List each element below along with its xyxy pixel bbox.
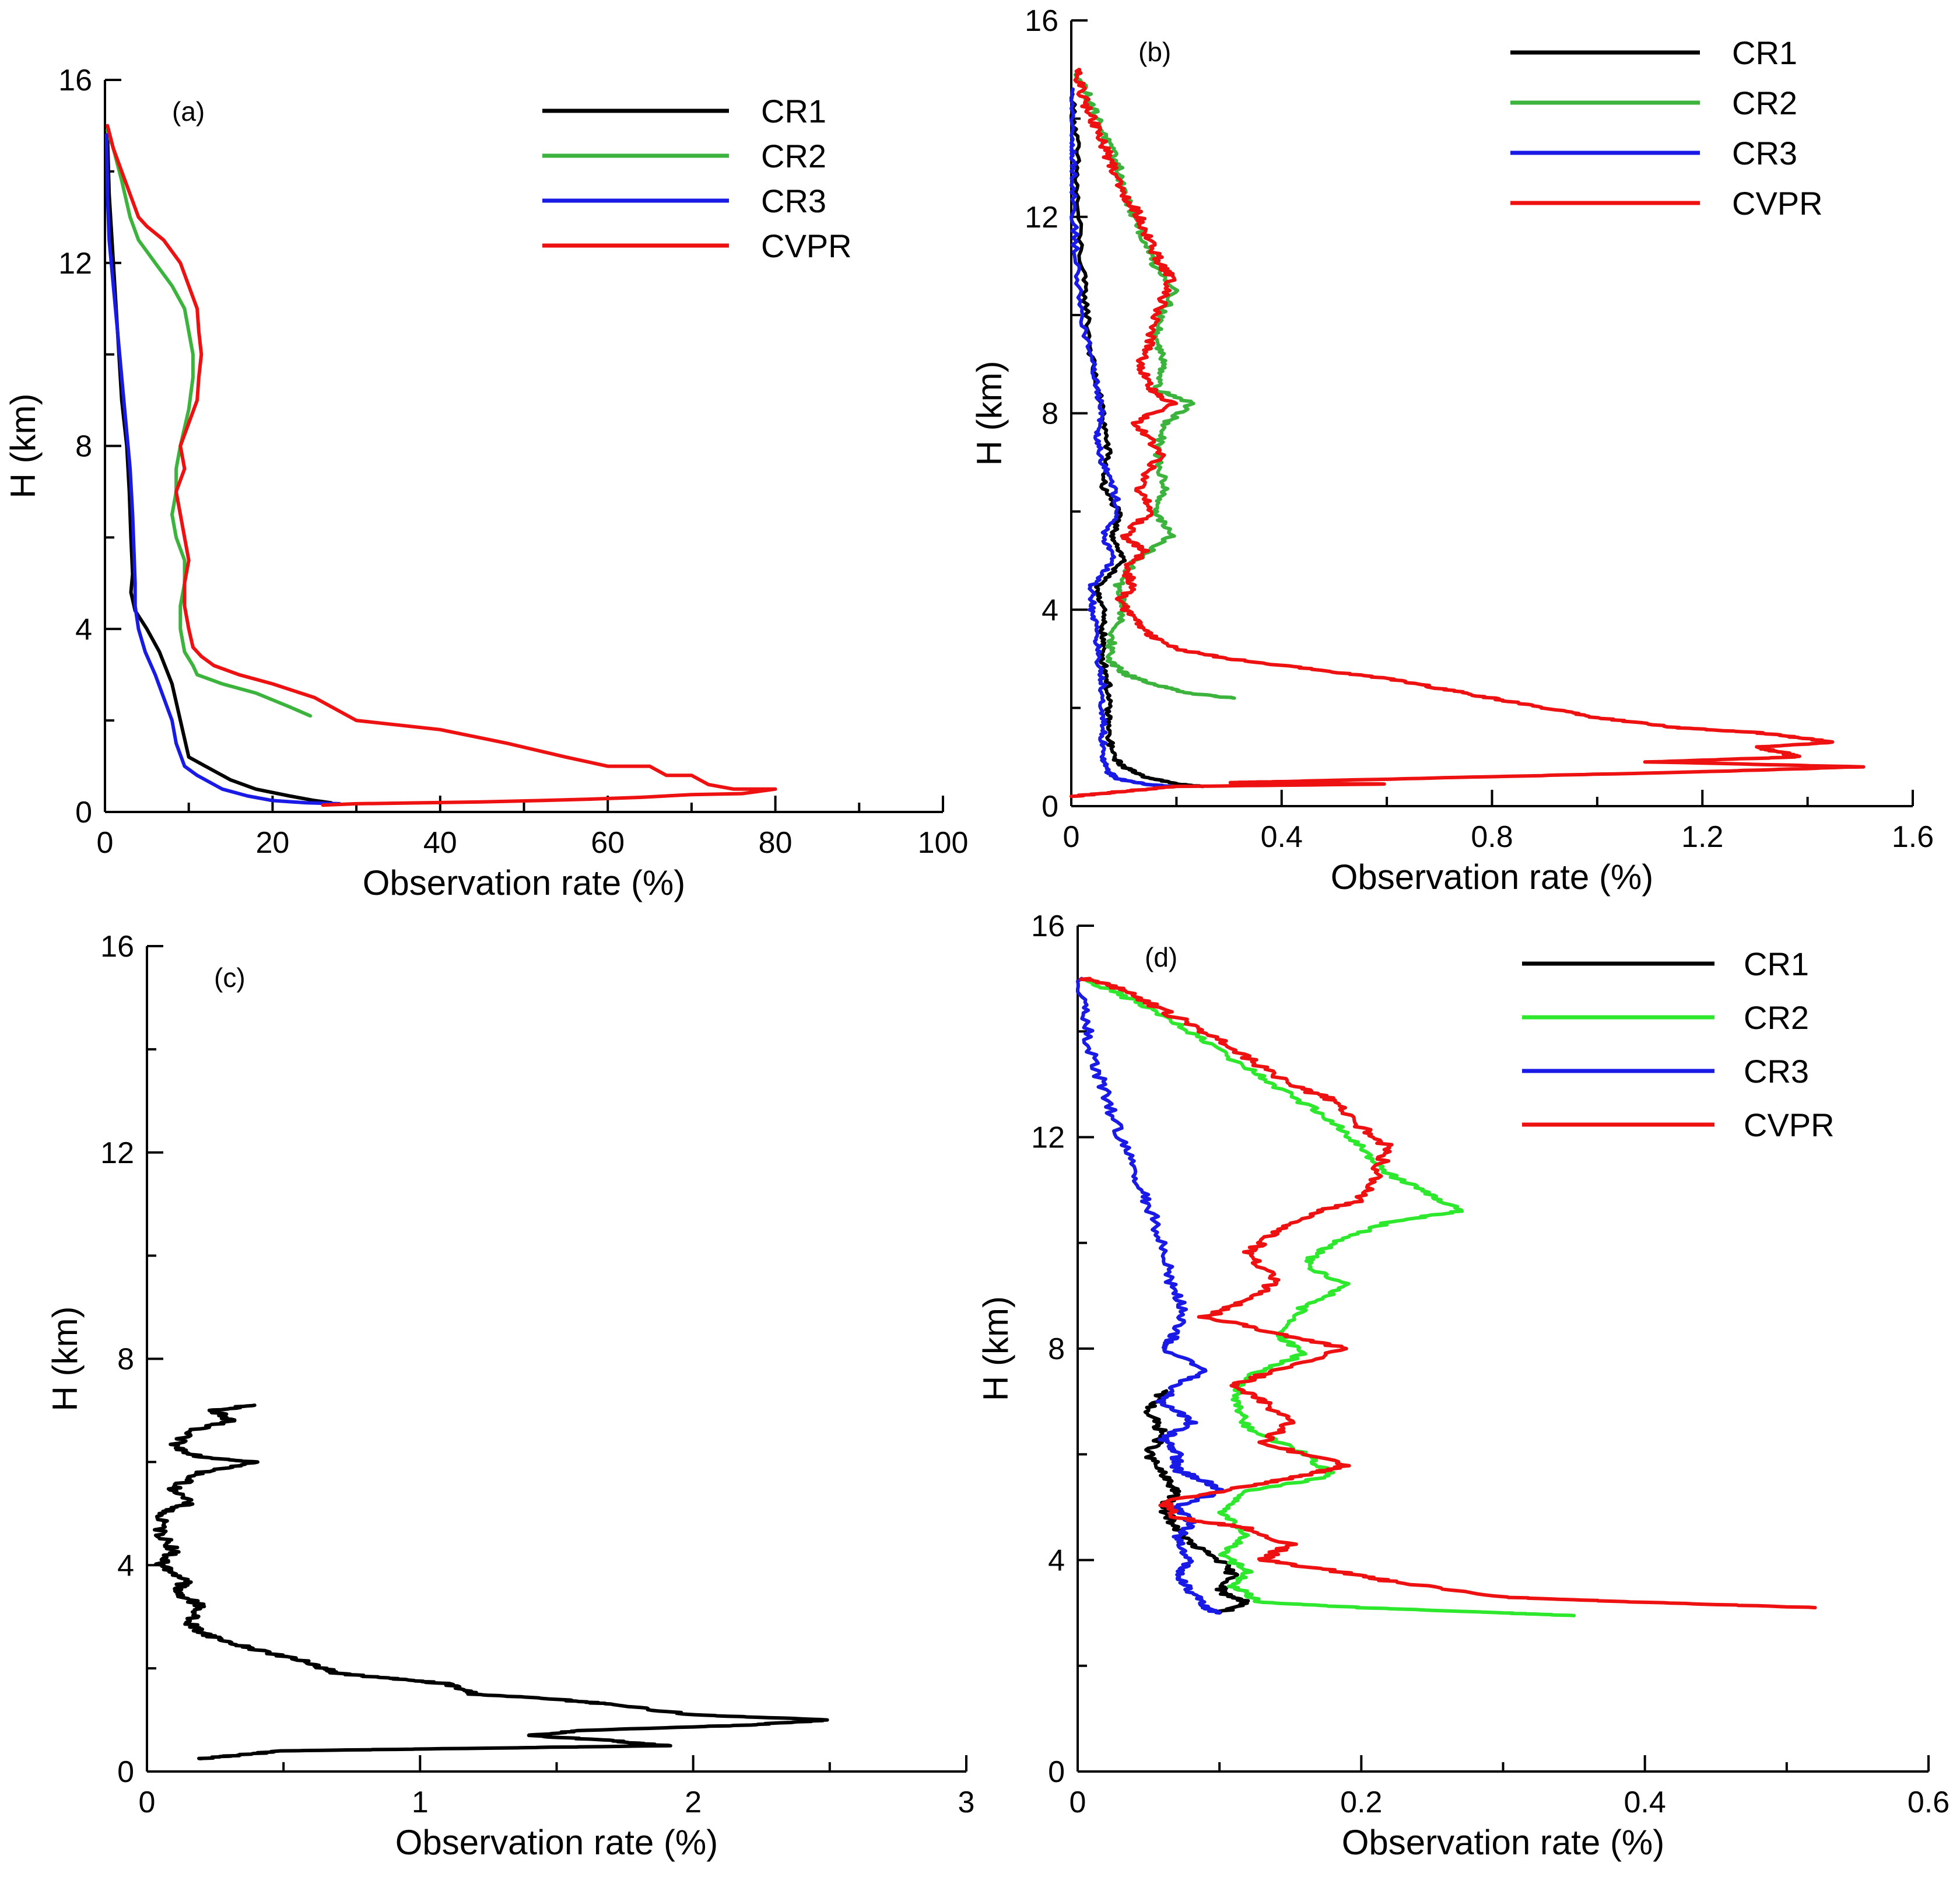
- legend-label-cr3: CR3: [761, 183, 826, 219]
- series-line-cvpr-a: [106, 124, 777, 807]
- y-tick-label: 4: [1042, 593, 1058, 627]
- x-tick-label: 0: [1063, 820, 1080, 854]
- legend-label-cr1: CR1: [1744, 946, 1809, 982]
- y-tick-label: 12: [1025, 201, 1058, 234]
- y-tick-label: 12: [1031, 1121, 1065, 1155]
- series-line-cvpr-b: [1070, 68, 1866, 799]
- y-tick-label: 4: [75, 612, 92, 646]
- panel-label: (c): [214, 962, 246, 993]
- panel-b: 0 0.4 0.8 1.2 1.6 0 4 8 12 16 Observation rate (%)…: [970, 4, 1934, 897]
- panel-label: (b): [1138, 37, 1171, 67]
- series-line-cr2-a: [106, 128, 313, 718]
- legend-label-cr2: CR2: [1744, 999, 1809, 1036]
- x-axis-title: Observation rate (%): [1342, 1823, 1665, 1862]
- series-line-cr1-d: [1143, 1389, 1250, 1615]
- y-tick-label: 16: [58, 64, 92, 97]
- x-tick-label: 1.2: [1681, 820, 1723, 854]
- y-axis-title: H (km): [976, 1296, 1015, 1401]
- x-tick-label: 3: [958, 1786, 975, 1819]
- series-line-cr2-d: [1084, 976, 1576, 1618]
- x-tick-label: 20: [255, 826, 289, 860]
- y-tick-label: 8: [1042, 397, 1058, 431]
- series-line-cr1-c: [153, 1403, 829, 1760]
- legend-label-cr1: CR1: [761, 93, 826, 129]
- y-tick-label: 12: [100, 1136, 134, 1170]
- x-tick-label: 80: [759, 826, 793, 860]
- x-tick-label: 1.6: [1892, 820, 1934, 854]
- x-axis-title: Observation rate (%): [395, 1823, 718, 1862]
- x-tick-label: 0.4: [1261, 820, 1303, 854]
- y-axis-title: H (km): [45, 1307, 85, 1412]
- x-tick-label: 1: [412, 1786, 429, 1819]
- legend-label-cvpr: CVPR: [1732, 185, 1823, 222]
- series-line-cvpr-d: [1079, 976, 1817, 1610]
- x-tick-label: 0.2: [1340, 1786, 1382, 1819]
- y-tick-label: 0: [1042, 790, 1058, 824]
- y-tick-label: 4: [117, 1549, 134, 1583]
- series-line-cr2-b: [1073, 68, 1236, 700]
- x-tick-label: 0: [1070, 1786, 1086, 1819]
- y-tick-label: 0: [1048, 1755, 1065, 1789]
- series-line-cr1-b: [1070, 92, 1205, 789]
- y-tick-label: 16: [1025, 4, 1058, 38]
- y-tick-label: 0: [75, 796, 92, 829]
- y-tick-label: 16: [100, 930, 134, 964]
- panel-label: (a): [172, 96, 205, 127]
- x-tick-label: 40: [423, 826, 457, 860]
- x-tick-label: 100: [918, 826, 969, 860]
- y-tick-label: 8: [1048, 1332, 1065, 1366]
- y-axis-title: H (km): [3, 394, 43, 499]
- x-tick-label: 60: [591, 826, 625, 860]
- legend-label-cr3: CR3: [1744, 1053, 1809, 1090]
- legend-label-cr3: CR3: [1732, 135, 1797, 171]
- legend-label-cr1: CR1: [1732, 34, 1797, 71]
- series-line-cr3-b: [1070, 87, 1174, 789]
- y-axis-title: H (km): [970, 361, 1009, 466]
- legend-label-cvpr: CVPR: [761, 227, 852, 264]
- x-tick-label: 0: [97, 826, 114, 860]
- legend-label-cr2: CR2: [761, 138, 826, 174]
- y-tick-label: 0: [117, 1755, 134, 1789]
- legend-label-cvpr: CVPR: [1744, 1107, 1835, 1143]
- panel-d: 0 0.2 0.4 0.6 0 4 8 12 16 Observation rate (%) H (…: [976, 909, 1950, 1862]
- x-tick-label: 0.8: [1471, 820, 1513, 854]
- x-tick-label: 2: [685, 1786, 702, 1819]
- y-tick-label: 16: [1031, 909, 1065, 943]
- y-tick-label: 4: [1048, 1544, 1065, 1578]
- panel-label: (d): [1145, 942, 1177, 972]
- panel-a: 0 20 40 60 80 100 0 4 8 12 16 Observation rate (%) H…: [3, 64, 968, 902]
- x-tick-label: 0.4: [1624, 1786, 1666, 1819]
- y-tick-label: 8: [75, 430, 92, 464]
- y-tick-label: 8: [117, 1343, 134, 1377]
- y-tick-label: 12: [58, 247, 92, 281]
- x-tick-label: 0: [139, 1786, 156, 1819]
- series-line-cr3-a: [104, 133, 342, 806]
- x-axis-title: Observation rate (%): [363, 863, 686, 902]
- series-line-cr3-d: [1076, 976, 1225, 1615]
- x-tick-label: 0.6: [1908, 1786, 1950, 1819]
- legend-label-cr2: CR2: [1732, 85, 1797, 121]
- series-line-cr1-a: [106, 133, 333, 805]
- x-axis-title: Observation rate (%): [1331, 857, 1654, 897]
